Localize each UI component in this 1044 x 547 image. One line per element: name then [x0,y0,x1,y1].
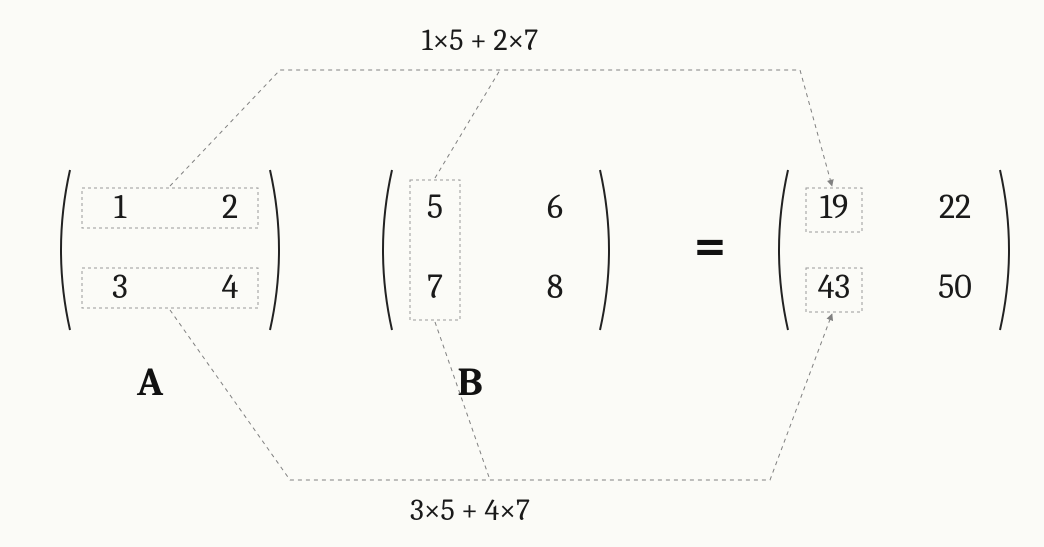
c-11: 50 [938,267,972,307]
c-00: 19 [820,187,849,227]
arrow-b-col0-to-c00 [435,70,500,178]
matrix-a: 1 2 3 4 A [61,170,279,405]
equals-sign: = [694,214,726,277]
matrix-c: 19 22 43 50 [779,170,1009,330]
paren-right-c [1000,170,1009,330]
label-a: A [136,359,164,405]
b-00: 5 [427,187,443,227]
formula-bottom: 3×5 + 4×7 [410,493,530,528]
paren-left-c [779,170,788,330]
a-01: 2 [222,187,238,227]
paren-right-b [600,170,609,330]
paren-left-a [61,170,70,330]
c-01: 22 [939,187,971,227]
b-11: 8 [547,267,564,307]
paren-right-a [270,170,279,330]
arrow-a-row0-to-c00 [170,70,832,186]
formula-top: 1×5 + 2×7 [422,23,538,58]
a-00: 1 [114,187,127,227]
a-11: 4 [222,267,239,307]
arrow-a-row1-to-c10 [170,310,832,480]
c-10: 43 [818,267,850,307]
paren-left-b [383,170,392,330]
b-10: 7 [427,267,443,307]
a-10: 3 [112,267,128,307]
b-01: 6 [547,187,563,227]
matrix-b: 5 6 7 8 B [383,170,609,405]
